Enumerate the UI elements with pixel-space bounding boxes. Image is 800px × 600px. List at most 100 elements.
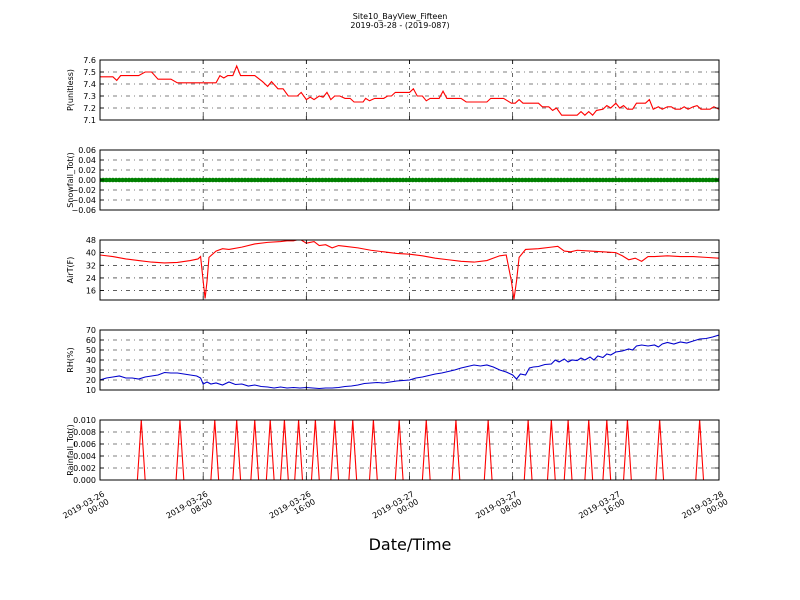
data-point (710, 177, 715, 183)
y-axis-label: AirT(F) (66, 257, 75, 284)
data-point (503, 177, 509, 183)
data-point (497, 177, 503, 183)
data-point (226, 177, 232, 183)
data-point (126, 177, 132, 183)
y-tick-label: 10 (86, 386, 96, 395)
data-point (149, 177, 154, 183)
data-point (362, 177, 367, 183)
data-point (242, 177, 248, 183)
data-point (117, 177, 122, 183)
chart-title: Site10_BayView_Fifteen (353, 12, 448, 21)
data-point (326, 177, 332, 183)
data-point (645, 177, 651, 183)
data-point (368, 177, 374, 183)
data-point (587, 177, 593, 183)
data-point (590, 177, 596, 183)
data-point (352, 177, 357, 183)
data-point (307, 177, 312, 183)
data-point (555, 177, 561, 183)
data-point (236, 177, 241, 183)
data-point (571, 177, 577, 183)
data-point (487, 177, 493, 183)
data-point (529, 177, 535, 183)
data-point (345, 177, 351, 183)
series-line (100, 240, 719, 300)
data-point (246, 177, 251, 183)
data-point (687, 177, 693, 183)
data-point (636, 177, 641, 183)
data-point (371, 177, 377, 183)
data-point (252, 177, 258, 183)
data-point (223, 177, 229, 183)
data-point (410, 177, 416, 183)
data-point (339, 177, 345, 183)
y-tick-label: 16 (86, 287, 96, 296)
data-point (420, 177, 425, 183)
data-point (249, 177, 254, 183)
data-point (271, 177, 277, 183)
data-point (281, 177, 287, 183)
data-point (304, 177, 309, 183)
data-point (510, 177, 515, 183)
data-point (561, 177, 567, 183)
data-point (474, 177, 480, 183)
data-point (168, 177, 174, 183)
data-point (520, 177, 525, 183)
data-point (210, 177, 216, 183)
data-point (136, 177, 141, 183)
data-point (181, 177, 187, 183)
data-point (171, 177, 177, 183)
data-point (233, 177, 238, 183)
y-tick-label: 0.006 (73, 440, 96, 449)
data-point (268, 177, 274, 183)
panel-data (100, 240, 719, 300)
y-tick-label: 0.008 (73, 428, 96, 437)
data-point (658, 177, 664, 183)
data-point (142, 177, 148, 183)
data-point (542, 177, 548, 183)
y-tick-label: 0.02 (78, 166, 96, 175)
data-point (384, 177, 390, 183)
data-point (120, 177, 125, 183)
data-point (526, 177, 532, 183)
data-point (491, 177, 496, 183)
y-tick-label: 40 (86, 249, 96, 258)
data-point (594, 177, 599, 183)
data-point (197, 177, 203, 183)
data-point (597, 177, 603, 183)
data-point (287, 177, 293, 183)
data-point (423, 177, 428, 183)
chart-subtitle: 2019-03-28 - (2019-087) (350, 21, 449, 30)
data-point (113, 177, 119, 183)
data-point (639, 177, 644, 183)
data-point (648, 177, 654, 183)
data-point (558, 177, 564, 183)
data-point (697, 177, 702, 183)
data-point (313, 177, 319, 183)
data-point (278, 177, 283, 183)
data-point (403, 177, 409, 183)
data-point (146, 177, 151, 183)
data-point (152, 177, 158, 183)
data-point (191, 177, 196, 183)
data-point (300, 177, 306, 183)
y-tick-label: −0.06 (71, 206, 96, 215)
data-point (216, 177, 222, 183)
data-point (104, 177, 109, 183)
data-point (465, 177, 470, 183)
data-point (213, 177, 219, 183)
data-point (619, 177, 625, 183)
y-tick-label: 7.6 (83, 56, 96, 65)
data-point (694, 177, 699, 183)
data-point (607, 177, 612, 183)
data-point (416, 177, 422, 183)
data-point (320, 177, 325, 183)
data-point (426, 177, 432, 183)
panel-3: 16 24 32 40 48 AirT(F) (66, 236, 720, 301)
data-point (603, 177, 609, 183)
data-point (455, 177, 461, 183)
y-tick-label: 40 (86, 356, 96, 365)
data-point (229, 177, 235, 183)
panel-5: 0.000 0.002 0.004 0.006 0.008 0.010Rainfall_T… (66, 416, 720, 485)
